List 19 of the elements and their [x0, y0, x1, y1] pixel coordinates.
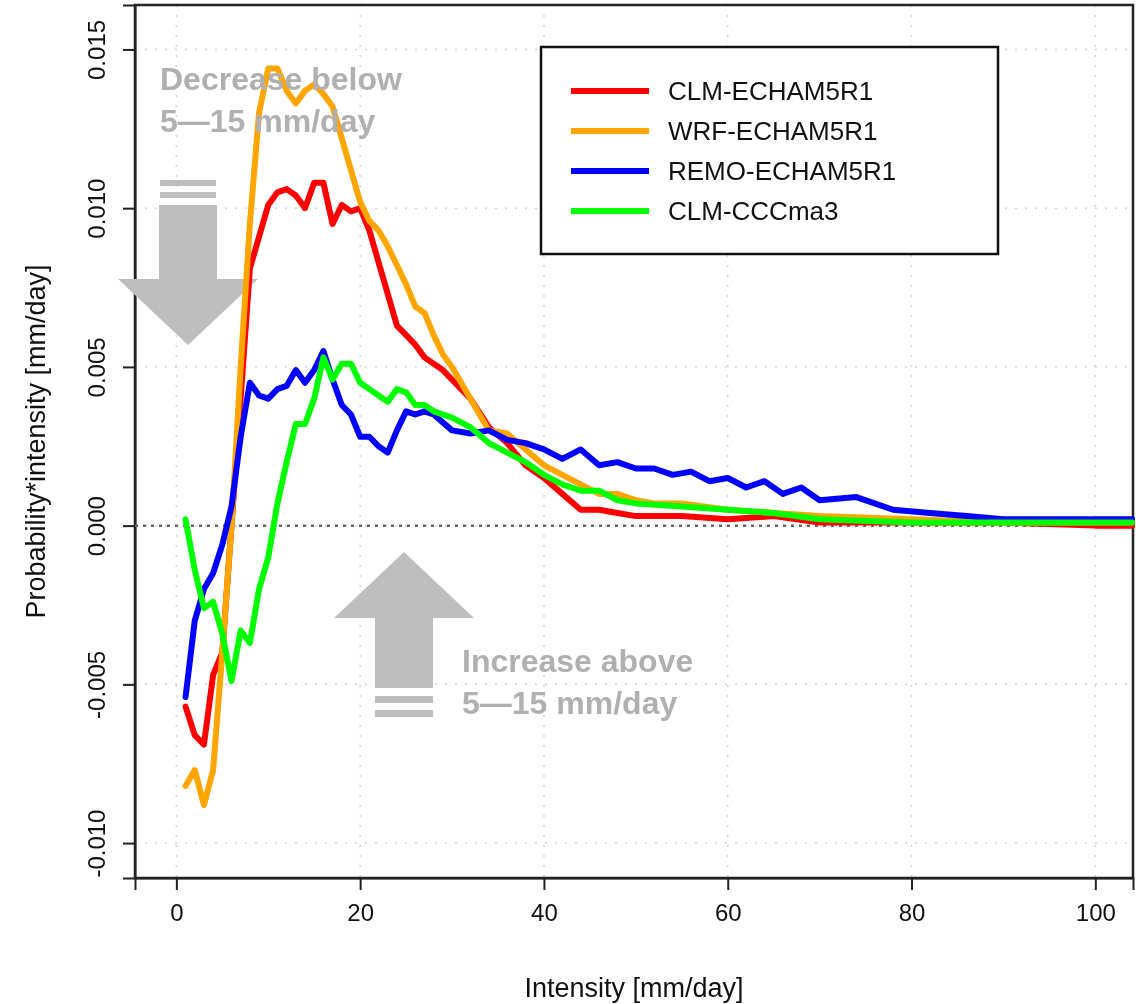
- y-tick-label: 0.015: [83, 19, 110, 80]
- x-tick-label: 20: [347, 899, 374, 927]
- y-tick-label: -0.010: [83, 809, 110, 878]
- x-axis-title: Intensity [mm/day]: [524, 973, 744, 1003]
- legend-label: REMO-ECHAM5R1: [668, 156, 897, 186]
- y-tick-label: 0.000: [83, 496, 110, 557]
- x-tick-label: 40: [531, 899, 558, 927]
- legend-label: WRF-ECHAM5R1: [668, 116, 878, 146]
- y-tick-label: 0.005: [83, 337, 110, 398]
- legend-label: CLM-ECHAM5R1: [668, 76, 874, 106]
- x-tick-label: 80: [898, 899, 926, 927]
- x-tick-label: 100: [1075, 899, 1116, 927]
- annotation: Increase above 5—15 mm/day: [462, 643, 694, 721]
- y-tick-label: -0.005: [83, 650, 110, 719]
- y-tick-label: 0.010: [83, 178, 110, 239]
- x-tick-label: 60: [714, 899, 742, 927]
- legend-label: CLM-CCCma3: [668, 196, 839, 226]
- y-axis-title: Probability*intensity [mm/day]: [21, 264, 51, 619]
- x-tick-label: 0: [170, 899, 184, 927]
